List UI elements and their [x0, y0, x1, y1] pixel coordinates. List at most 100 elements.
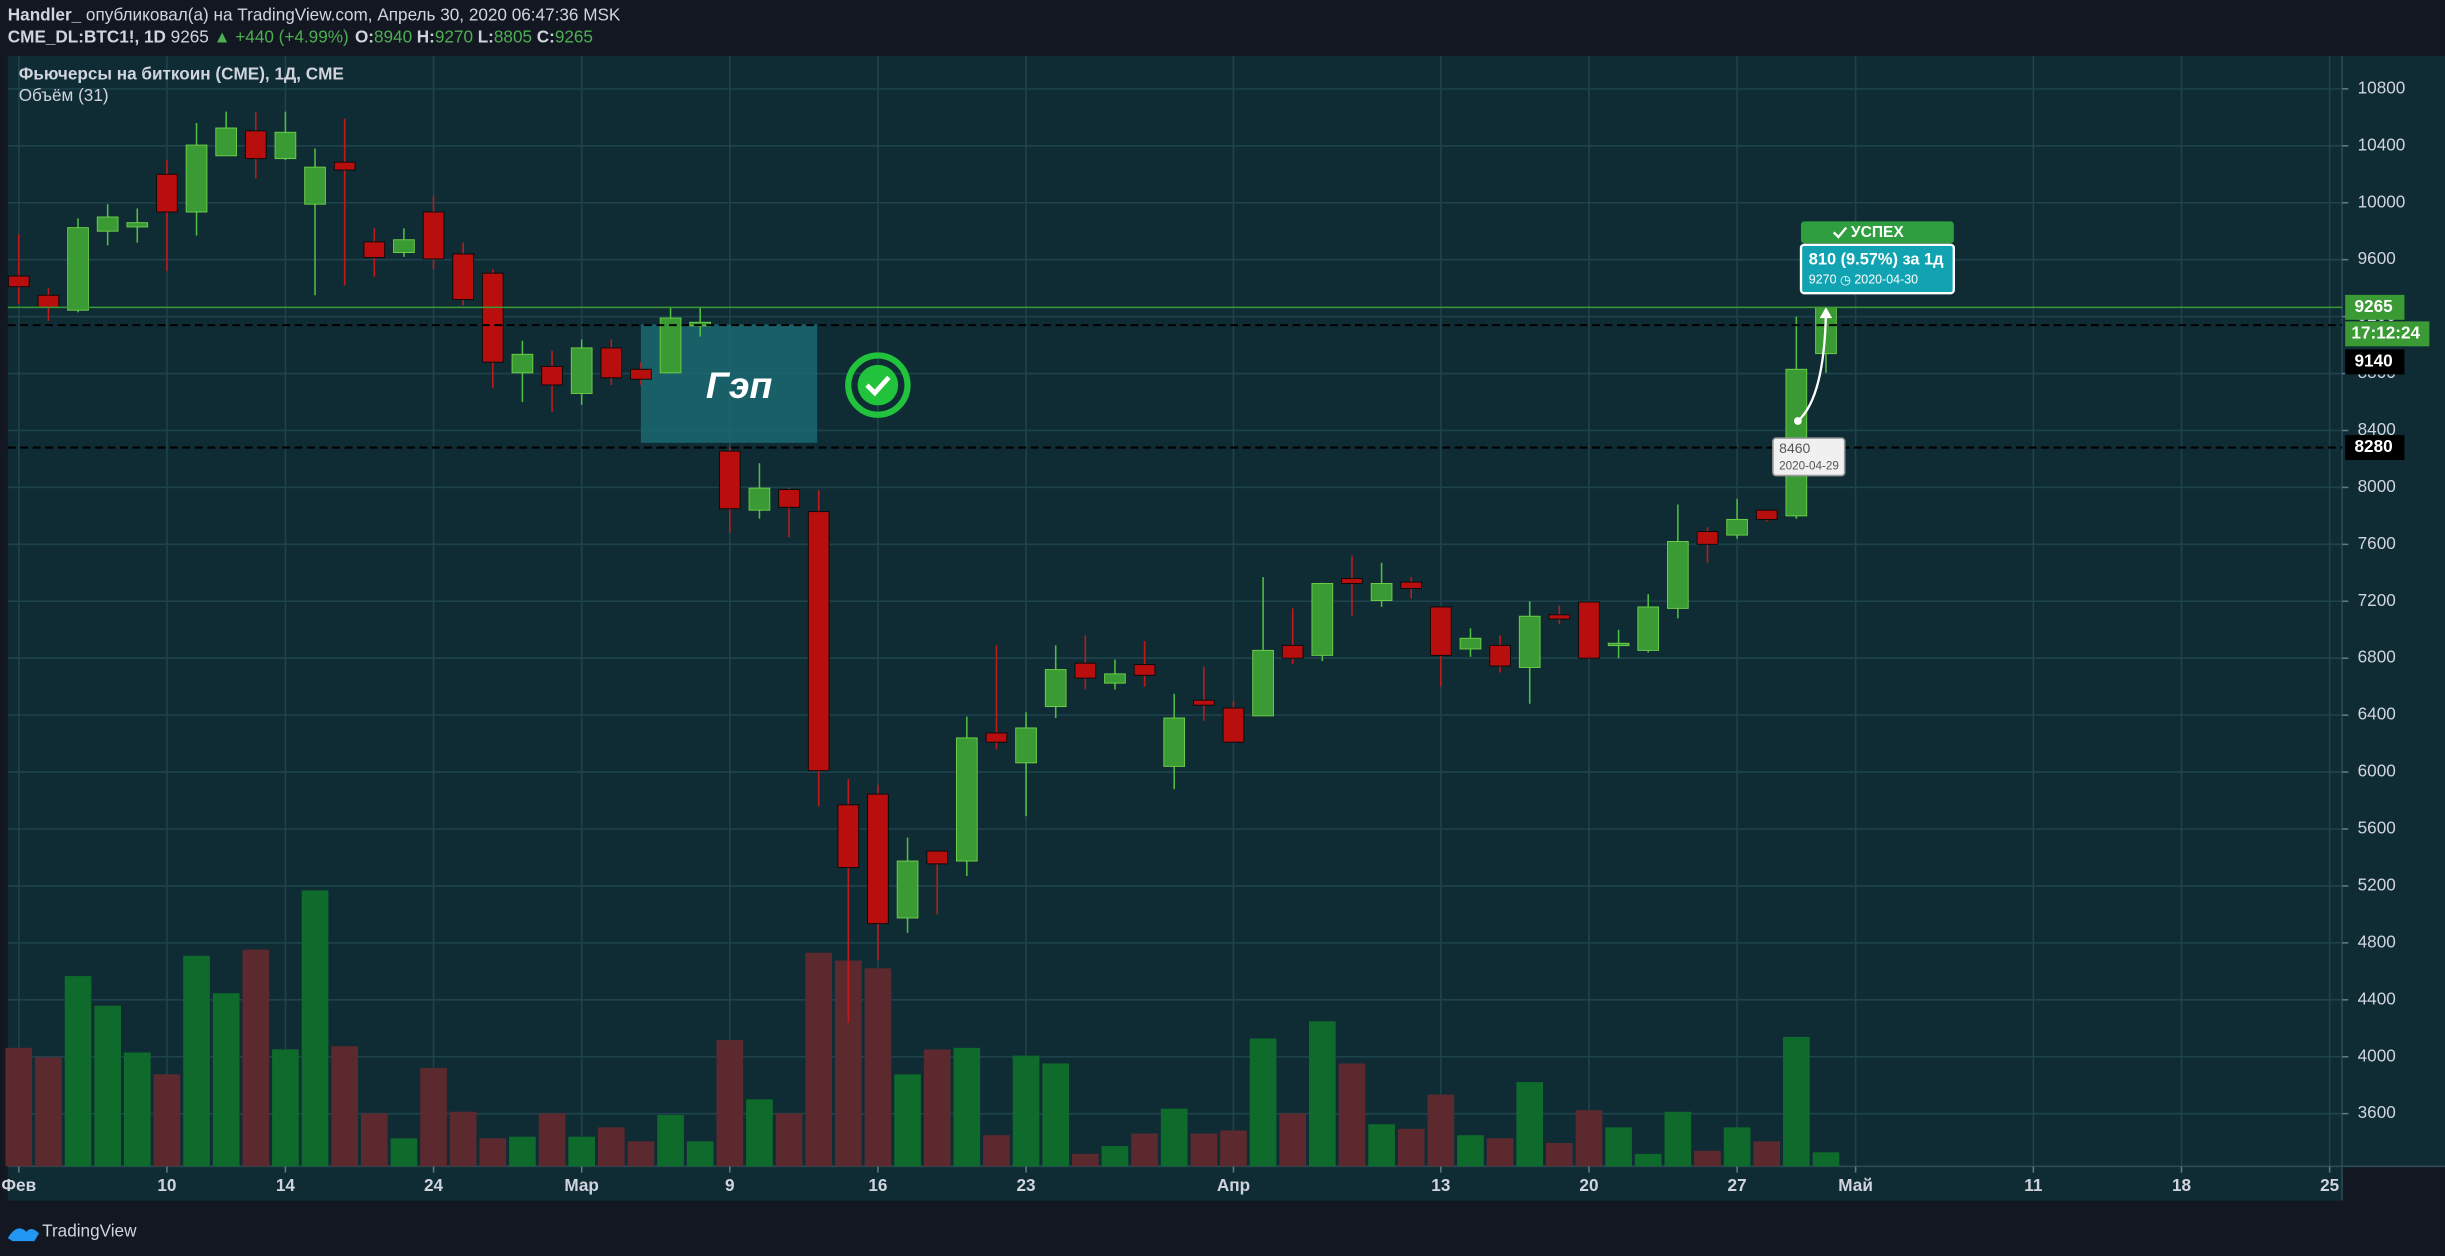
candle-body — [1400, 581, 1423, 589]
measure-annotation: 8460 2020-04-29 УСПЕХ 810 (9.57%) за 1д … — [1772, 221, 1955, 477]
volume-legend: Объём (31) — [19, 85, 109, 105]
x-tick-label: 9 — [725, 1175, 735, 1195]
volume-bar — [64, 976, 92, 1167]
header-line-2: CME_DL:BTC1!, 1D 9265 ▲ +440 (+4.99%) O:8… — [8, 26, 593, 46]
volume-bar — [301, 890, 329, 1167]
measure-end: 9270 ◷ 2020-04-30 — [1809, 273, 1918, 287]
candle-body — [126, 222, 149, 228]
candle-body — [807, 511, 830, 772]
volume-bar — [1338, 1063, 1366, 1167]
volume-bar — [716, 1040, 744, 1167]
ohlc-label: C: — [537, 26, 555, 46]
candle-body — [1281, 644, 1304, 659]
candle-body — [955, 737, 978, 862]
candle-body — [1163, 717, 1186, 767]
volume-bar — [35, 1057, 62, 1167]
x-tick-label: Мар — [564, 1175, 599, 1195]
volume-bar — [1427, 1094, 1455, 1167]
ohlc-label: H: — [417, 26, 435, 46]
volume-bar — [746, 1099, 773, 1167]
volume-bar — [420, 1068, 447, 1167]
x-tick-label: 10 — [157, 1175, 176, 1195]
volume-bar — [627, 1141, 655, 1167]
candle-body — [215, 127, 238, 157]
candle-body — [570, 347, 593, 394]
candle-body — [1489, 644, 1511, 667]
y-tick-label: 6800 — [2358, 647, 2396, 667]
candle-body — [600, 347, 623, 379]
volume-bar — [538, 1113, 566, 1167]
price-line-label: 8280 — [2355, 436, 2393, 456]
candle-layer — [7, 111, 1837, 1023]
volume-bar — [1131, 1133, 1158, 1167]
volume-bar — [597, 1127, 625, 1167]
result-label: УСПЕХ — [1851, 224, 1905, 241]
x-tick-label: 16 — [868, 1175, 887, 1195]
candle-body — [7, 275, 30, 288]
candle-body — [630, 368, 652, 380]
x-tick-label: 14 — [276, 1175, 296, 1195]
candle-body — [1548, 614, 1571, 620]
measure-change: 810 (9.57%) за 1д — [1809, 251, 1944, 269]
volume-bar — [1071, 1153, 1099, 1167]
x-tick-label: 23 — [1017, 1175, 1036, 1195]
y-tick-label: 4000 — [2358, 1045, 2396, 1065]
price-line-layer — [7, 306, 2343, 449]
candle-body — [748, 487, 771, 511]
countdown-box — [2345, 321, 2430, 347]
volume-bar — [1546, 1142, 1573, 1167]
volume-bar — [331, 1046, 359, 1167]
y-tick-label: 5600 — [2358, 818, 2396, 838]
volume-bar — [894, 1074, 921, 1167]
volume-bar — [212, 993, 240, 1167]
candle-body — [1015, 727, 1037, 764]
x-tick-label: 27 — [1728, 1175, 1747, 1195]
volume-bar — [1220, 1130, 1247, 1167]
ohlc-value: 8940 — [374, 26, 412, 46]
candle-body — [1667, 541, 1689, 609]
candle-body — [452, 253, 475, 300]
candle-body — [333, 161, 356, 171]
last: 9265 — [171, 26, 209, 46]
countdown: 17:12:24 — [2351, 322, 2420, 342]
ohlc-value: 8805 — [494, 26, 532, 46]
start-box — [1772, 437, 1846, 477]
candle-body — [1222, 707, 1245, 743]
volume-bar — [449, 1111, 477, 1167]
volume-bar — [153, 1074, 181, 1167]
price-axis-pane — [2342, 56, 2445, 1167]
volume-bar — [1397, 1128, 1425, 1167]
volume-bar — [1368, 1124, 1395, 1167]
ohlc-label: L: — [478, 26, 494, 46]
y-tick-label: 6000 — [2358, 761, 2396, 781]
candle-body — [393, 239, 415, 254]
x-tick-label: 20 — [1579, 1175, 1598, 1195]
candle-body — [481, 272, 504, 363]
candle-body — [422, 211, 445, 260]
volume-bar — [775, 1113, 803, 1167]
volume-bar — [1042, 1063, 1070, 1167]
candle-body — [1104, 673, 1126, 684]
volume-bar — [1575, 1110, 1603, 1167]
candle-body — [363, 241, 386, 259]
candle-body — [96, 216, 119, 232]
volume-bar — [94, 1005, 121, 1167]
ohlc: O:8940 H:9270 L:8805 C:9265 — [355, 26, 593, 46]
candle-body — [1429, 606, 1452, 656]
footer-brand: TradingView — [42, 1220, 137, 1240]
x-tick-label: 24 — [424, 1175, 444, 1195]
ohlc-value: 9265 — [555, 26, 593, 46]
ohlc-label: O: — [355, 26, 374, 46]
volume-bar — [1694, 1150, 1721, 1167]
candle-body — [541, 365, 563, 386]
volume-bar — [242, 949, 270, 1167]
y-tick-label: 4800 — [2358, 931, 2396, 951]
candle-body — [1726, 518, 1748, 536]
candle-body — [156, 173, 178, 213]
y-tick-label: 8400 — [2358, 419, 2396, 439]
x-tick-label: 25 — [2320, 1175, 2340, 1195]
y-tick-label: 6400 — [2358, 704, 2396, 724]
candle-body — [1133, 664, 1156, 676]
candle-body — [985, 732, 1008, 743]
measure-box — [1799, 243, 1955, 295]
